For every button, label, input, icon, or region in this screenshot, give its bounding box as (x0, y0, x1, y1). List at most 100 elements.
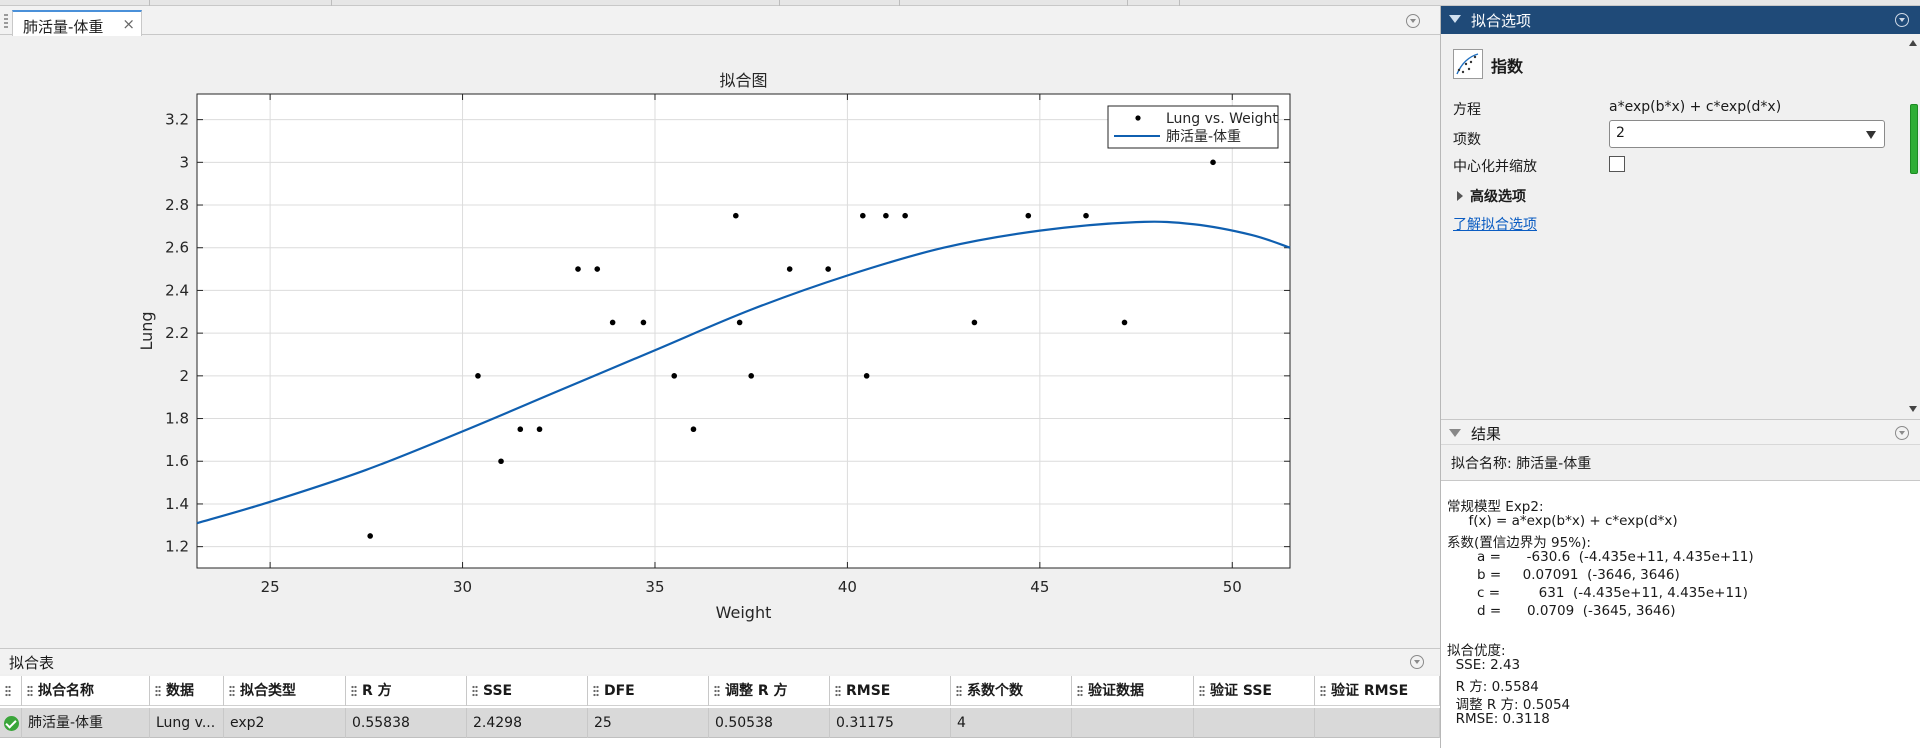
result-line: c = 631 (-4.435e+11, 4.435e+11) (1447, 585, 1748, 601)
y-tick-label: 1.2 (165, 538, 189, 556)
learn-fit-options-link[interactable]: 了解拟合选项 (1453, 217, 1537, 233)
fit-options-header[interactable]: 拟合选项 (1441, 6, 1920, 34)
collapse-icon[interactable] (1449, 429, 1461, 437)
center-scale-checkbox[interactable] (1609, 156, 1625, 172)
table-cell[interactable]: 0.50538 (709, 708, 830, 738)
result-line: 系数(置信边界为 95%): (1447, 535, 1591, 551)
table-cell[interactable] (1072, 708, 1194, 738)
data-point (1025, 212, 1032, 219)
data-point (475, 373, 481, 379)
fit-curve (196, 220, 1291, 525)
exponential-fit-icon (1453, 49, 1483, 79)
y-tick-label: 1.6 (165, 452, 189, 470)
options-scrollbar[interactable] (1907, 34, 1920, 418)
data-point (825, 266, 831, 272)
fit-type-name: 指数 (1491, 57, 1524, 76)
terms-label: 项数 (1453, 132, 1481, 148)
fit-options-title: 拟合选项 (1471, 12, 1532, 30)
column-header[interactable]: 验证 RMSE (1315, 676, 1440, 706)
data-point (860, 212, 866, 219)
x-tick-label: 35 (645, 578, 664, 596)
terms-select[interactable]: 2 (1609, 120, 1885, 148)
column-header[interactable]: 拟合名称 (22, 676, 150, 706)
column-header[interactable]: 拟合类型 (224, 676, 346, 706)
x-tick-label: 30 (453, 578, 472, 596)
figure-area: 25 30 35 40 45 50 1.2 1.4 1.6 1.8 2 2.2 2.4 2.6 2.8 3 3.… (0, 36, 1440, 644)
x-tick-label: 40 (838, 578, 857, 596)
axis-ticks: 25 30 35 40 45 50 1.2 1.4 1.6 1.8 2 2.2 2.4 2.6 2.8 3 3.… (165, 94, 1290, 596)
result-line: 拟合优度: (1447, 643, 1506, 659)
fit-plot[interactable]: 25 30 35 40 45 50 1.2 1.4 1.6 1.8 2 2.2 2.4 2.6 2.8 3 3.… (0, 36, 1440, 644)
result-line: a = -630.6 (-4.435e+11, 4.435e+11) (1447, 549, 1754, 565)
legend-box (1107, 105, 1279, 149)
table-cell[interactable]: 肺活量-体重 (22, 708, 150, 738)
scroll-up-icon[interactable] (1909, 40, 1917, 46)
column-header[interactable]: 系数个数 (951, 676, 1072, 706)
table-cell[interactable]: 4 (951, 708, 1072, 738)
table-cell[interactable] (1315, 708, 1440, 738)
table-cell[interactable]: 2.4298 (467, 708, 588, 738)
fit-options-body: 指数 方程 a*exp(b*x) + c*exp(d*x) 项数 2 中心化并缩… (1441, 34, 1907, 414)
table-cell[interactable]: 25 (588, 708, 709, 738)
result-line: 常规模型 Exp2: (1447, 499, 1544, 515)
equation-label: 方程 (1453, 102, 1481, 118)
table-handle-column (0, 676, 22, 706)
column-header[interactable]: RMSE (830, 676, 951, 706)
column-header[interactable]: R 方 (346, 676, 467, 706)
table-row[interactable]: 肺活量-体重 Lung v... exp2 0.55838 2.4298 25 … (0, 708, 1440, 738)
data-point (536, 426, 543, 433)
y-tick-label: 2 (179, 367, 189, 385)
advanced-options-toggle[interactable]: 高级选项 (1470, 189, 1526, 205)
panel-menu-icon[interactable] (1895, 13, 1909, 27)
chevron-down-icon (1866, 131, 1876, 139)
data-point (640, 319, 647, 326)
column-header[interactable]: 验证数据 (1072, 676, 1194, 706)
scroll-thumb[interactable] (1910, 104, 1918, 174)
table-cell[interactable] (1194, 708, 1315, 738)
scroll-down-icon[interactable] (1909, 406, 1917, 412)
table-cell[interactable]: 0.55838 (346, 708, 467, 738)
data-point (1083, 212, 1089, 219)
x-tick-label: 25 (261, 578, 280, 596)
data-point (971, 319, 978, 326)
fit-table-header: 拟合表 (0, 648, 1440, 674)
results-text: 常规模型 Exp2: f(x) = a*exp(b*x) + c*exp(d*x… (1441, 480, 1920, 748)
y-tick-label: 2.4 (165, 281, 189, 299)
results-header[interactable]: 结果 (1441, 419, 1920, 445)
y-tick-label: 1.4 (165, 495, 189, 513)
result-line: 调整 R 方: 0.5054 (1447, 697, 1571, 713)
result-line: SSE: 2.43 (1447, 657, 1521, 673)
column-header[interactable]: 调整 R 方 (709, 676, 830, 706)
y-tick-label: 1.8 (165, 410, 189, 428)
table-cell[interactable]: 0.31175 (830, 708, 951, 738)
data-point (671, 373, 678, 379)
fit-table-title: 拟合表 (9, 654, 55, 672)
column-header[interactable]: 数据 (150, 676, 224, 706)
y-tick-label: 2.2 (165, 324, 189, 342)
toolstrip-edge (0, 0, 1920, 6)
terms-value: 2 (1616, 125, 1625, 141)
table-cell[interactable]: exp2 (224, 708, 346, 738)
close-icon[interactable]: × (122, 15, 135, 33)
y-tick-label: 2.8 (165, 196, 189, 214)
result-line: d = 0.0709 (-3645, 3646) (1447, 603, 1676, 619)
y-tick-label: 2.6 (165, 239, 189, 257)
tab-fit-document[interactable]: 肺活量-体重 × (12, 10, 142, 36)
data-point (498, 458, 504, 465)
result-line: RMSE: 0.3118 (1447, 711, 1550, 727)
panel-menu-icon[interactable] (1895, 426, 1909, 440)
data-point (1121, 319, 1128, 326)
column-header[interactable]: 验证 SSE (1194, 676, 1315, 706)
collapse-icon[interactable] (1449, 15, 1461, 23)
expand-icon[interactable] (1457, 191, 1463, 201)
panel-menu-icon[interactable] (1410, 655, 1424, 669)
data-point (367, 533, 373, 539)
column-header[interactable]: SSE (467, 676, 588, 706)
drag-handle[interactable] (4, 14, 8, 28)
column-header[interactable]: DFE (588, 676, 709, 706)
legend[interactable]: Lung vs. Weight 肺活量-体重 (1107, 105, 1279, 149)
panel-menu-icon[interactable] (1406, 14, 1420, 28)
table-cell[interactable]: Lung v... (150, 708, 224, 738)
x-axis-label: Weight (716, 603, 772, 622)
